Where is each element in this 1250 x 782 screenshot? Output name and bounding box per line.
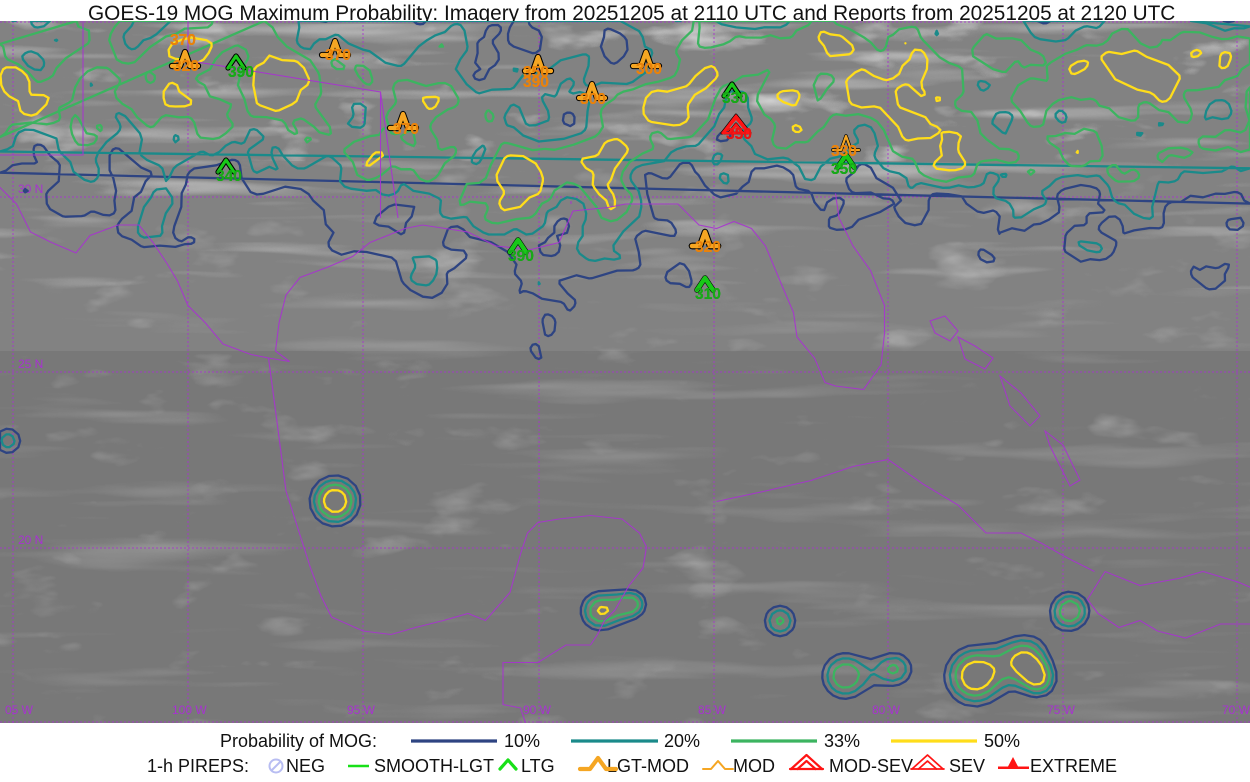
svg-text:SEV: SEV <box>949 756 985 776</box>
svg-text:50%: 50% <box>984 731 1020 751</box>
svg-text:340: 340 <box>216 168 242 185</box>
svg-text:320: 320 <box>695 239 721 256</box>
svg-text:MOD-SEV: MOD-SEV <box>829 756 913 776</box>
svg-text:300: 300 <box>636 61 662 78</box>
svg-text:95 W: 95 W <box>347 703 376 717</box>
svg-text:30 N: 30 N <box>18 182 43 196</box>
svg-text:80 W: 80 W <box>872 703 901 717</box>
svg-text:05 W: 05 W <box>5 703 34 717</box>
svg-text:20%: 20% <box>664 731 700 751</box>
svg-text:1-h PIREPS:: 1-h PIREPS: <box>147 756 249 776</box>
svg-text:390: 390 <box>508 248 534 265</box>
svg-text:LGT-MOD: LGT-MOD <box>607 756 689 776</box>
svg-text:LTG: LTG <box>521 756 555 776</box>
svg-text:90 W: 90 W <box>523 703 552 717</box>
svg-text:10%: 10% <box>504 731 540 751</box>
svg-text:75 W: 75 W <box>1047 703 1076 717</box>
svg-text:320: 320 <box>173 58 199 75</box>
svg-text:370: 370 <box>170 32 196 49</box>
svg-text:Probability of MOG:: Probability of MOG: <box>220 731 377 751</box>
svg-text:70 W: 70 W <box>1222 703 1250 717</box>
svg-text:25 N: 25 N <box>18 357 43 371</box>
svg-text:370: 370 <box>325 47 351 64</box>
svg-text:300: 300 <box>580 91 606 108</box>
svg-text:SMOOTH-LGT: SMOOTH-LGT <box>374 756 494 776</box>
svg-text:EXTREME: EXTREME <box>1030 756 1117 776</box>
svg-text:310: 310 <box>695 286 721 303</box>
svg-text:390: 390 <box>523 74 549 91</box>
svg-text:370: 370 <box>393 121 419 138</box>
svg-text:MOD: MOD <box>733 756 775 776</box>
svg-text:330: 330 <box>722 90 748 107</box>
svg-text:33%: 33% <box>824 731 860 751</box>
svg-text:390: 390 <box>228 64 254 81</box>
svg-text:NEG: NEG <box>286 756 325 776</box>
svg-text:85 W: 85 W <box>698 703 727 717</box>
svg-text:350: 350 <box>831 161 857 178</box>
svg-text:20 N: 20 N <box>18 533 43 547</box>
svg-text:330: 330 <box>831 143 857 160</box>
svg-text:100 W: 100 W <box>172 703 207 717</box>
svg-text:350: 350 <box>726 126 752 143</box>
